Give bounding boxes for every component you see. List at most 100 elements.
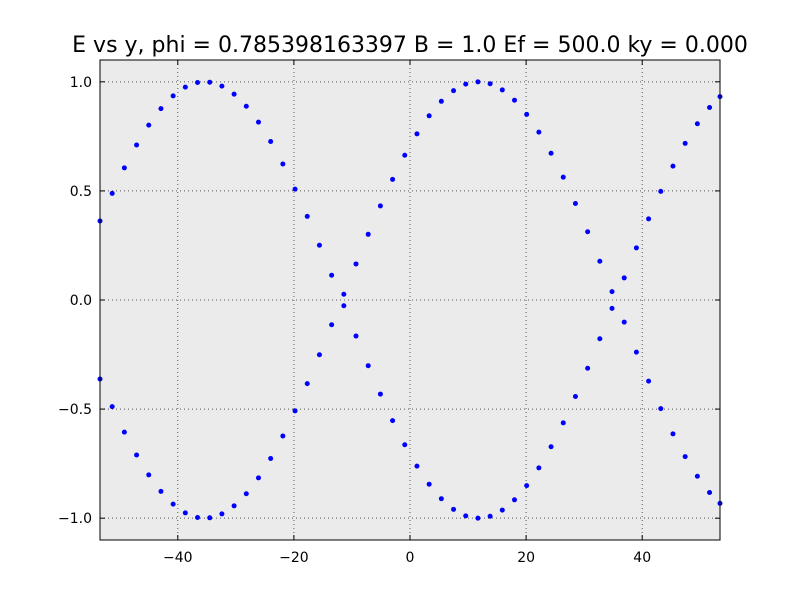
data-point <box>414 463 420 469</box>
data-point <box>255 475 261 481</box>
x-tick-label: 20 <box>517 550 535 566</box>
data-point <box>426 481 432 487</box>
data-point <box>499 507 505 513</box>
data-point <box>280 433 286 439</box>
data-point <box>511 97 517 103</box>
data-point <box>207 515 213 521</box>
data-point <box>463 513 469 519</box>
data-point <box>365 231 371 237</box>
data-point <box>621 275 627 281</box>
data-point <box>670 431 676 437</box>
data-point <box>487 81 493 87</box>
data-point <box>304 213 310 219</box>
data-point <box>377 203 383 209</box>
data-point <box>658 188 664 194</box>
data-point <box>560 420 566 426</box>
data-point <box>451 88 457 94</box>
data-point <box>670 163 676 169</box>
data-point <box>402 152 408 158</box>
chart-title: E vs y, phi = 0.785398163397 B = 1.0 Ef … <box>72 33 748 58</box>
data-point <box>109 404 115 410</box>
y-tick-label: 1.0 <box>70 75 92 91</box>
data-point <box>682 140 688 146</box>
data-point <box>414 131 420 137</box>
data-point <box>475 515 481 521</box>
data-point <box>487 513 493 519</box>
data-point <box>268 455 274 461</box>
data-point <box>280 161 286 167</box>
data-point <box>316 352 322 358</box>
data-point <box>438 496 444 502</box>
data-point <box>170 93 176 99</box>
grid <box>100 60 720 540</box>
data-point <box>170 501 176 507</box>
data-point <box>268 139 274 145</box>
y-tick-label: 0.0 <box>70 293 92 309</box>
x-tick-label: −20 <box>279 550 309 566</box>
data-point <box>146 472 152 478</box>
y-tick-label: −1.0 <box>58 511 92 527</box>
data-point <box>536 129 542 135</box>
data-point <box>231 503 237 509</box>
y-tick-label: −0.5 <box>58 402 92 418</box>
data-point <box>243 103 249 109</box>
data-point <box>475 79 481 85</box>
data-point <box>585 365 591 371</box>
data-point <box>158 106 164 112</box>
data-point <box>329 322 335 328</box>
data-point <box>292 186 298 192</box>
data-point <box>109 190 115 196</box>
data-point <box>353 261 359 267</box>
data-point <box>134 142 140 148</box>
data-point <box>121 429 127 435</box>
data-point <box>121 165 127 171</box>
x-tick-label: 40 <box>633 550 651 566</box>
data-point <box>609 305 615 311</box>
y-tick-labels: −1.0 −0.5 0.0 0.5 1.0 <box>58 75 92 527</box>
data-point <box>377 391 383 397</box>
data-point <box>304 381 310 387</box>
data-point <box>195 514 201 520</box>
data-point <box>365 363 371 369</box>
data-point <box>694 473 700 479</box>
data-point <box>219 83 225 89</box>
data-point <box>463 81 469 87</box>
data-point <box>524 111 530 117</box>
data-point <box>548 150 554 156</box>
data-point <box>633 245 639 251</box>
data-point <box>255 119 261 125</box>
data-point <box>438 98 444 104</box>
data-point <box>524 483 530 489</box>
data-point <box>451 506 457 512</box>
data-point <box>402 442 408 448</box>
data-point <box>646 216 652 222</box>
data-point <box>134 452 140 458</box>
data-point <box>390 418 396 424</box>
data-point <box>658 406 664 412</box>
data-point <box>195 80 201 86</box>
data-point <box>707 489 713 495</box>
data-point <box>329 272 335 278</box>
data-point <box>585 229 591 235</box>
data-point <box>682 454 688 460</box>
data-point <box>511 497 517 503</box>
data-point <box>707 105 713 111</box>
data-point <box>146 122 152 128</box>
data-point <box>597 336 603 342</box>
data-point <box>536 465 542 471</box>
data-point <box>560 174 566 180</box>
y-tick-label: 0.5 <box>70 184 92 200</box>
data-point <box>646 378 652 384</box>
data-point <box>207 79 213 85</box>
axis-ticks <box>100 60 720 540</box>
data-point <box>292 408 298 414</box>
data-point <box>158 488 164 494</box>
data-point <box>548 444 554 450</box>
data-point <box>633 349 639 355</box>
data-point <box>572 393 578 399</box>
data-point <box>694 121 700 127</box>
data-point <box>572 201 578 207</box>
x-tick-label: −40 <box>163 550 193 566</box>
data-point <box>341 291 347 297</box>
